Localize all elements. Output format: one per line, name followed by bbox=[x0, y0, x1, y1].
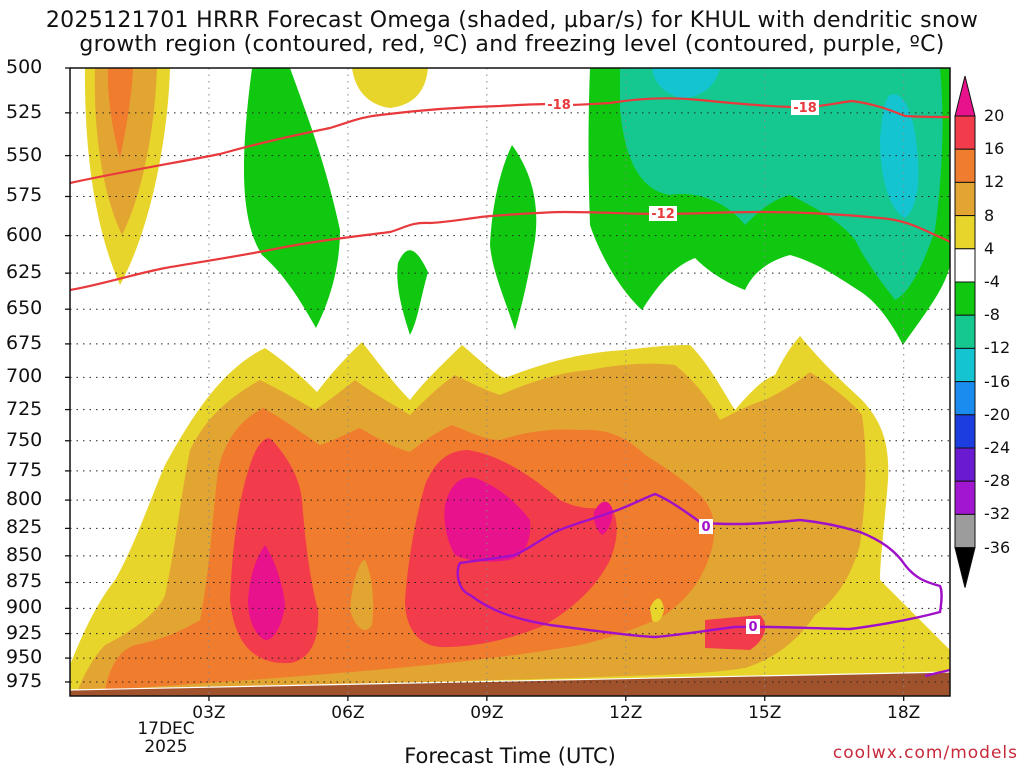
contour-label-freezing-b: 0 bbox=[748, 620, 757, 635]
colorbar-swatch bbox=[954, 314, 976, 349]
chart-title-line-1: 2025121701 HRRR Forecast Omega (shaded, … bbox=[45, 8, 979, 33]
contour-freezing-0 bbox=[456, 492, 950, 678]
omega-fill-cyan-right bbox=[880, 94, 919, 218]
y-tick-label: 525 bbox=[6, 100, 43, 123]
y-tick-label: 875 bbox=[6, 570, 43, 593]
colorbar-swatch bbox=[954, 447, 976, 482]
colorbar-label: 4 bbox=[984, 238, 995, 258]
colorbar-label: -24 bbox=[984, 438, 1011, 457]
colorbar-label: -8 bbox=[984, 305, 1000, 325]
y-tick-label: 825 bbox=[6, 516, 43, 539]
y-tick-label: 625 bbox=[6, 261, 43, 284]
contour-label-minus-12: -12 bbox=[651, 207, 675, 222]
colorbar-swatch bbox=[954, 181, 976, 217]
y-tick-label: 500 bbox=[6, 56, 43, 78]
x-tick-label: 06Z bbox=[331, 703, 365, 723]
y-tick-label: 675 bbox=[6, 331, 43, 354]
contour-minus-12 bbox=[70, 210, 950, 292]
colorbar-label: 20 bbox=[984, 106, 1005, 125]
omega-fill-teal-right bbox=[620, 68, 943, 300]
y-tick-label: 725 bbox=[6, 397, 43, 420]
colorbar-swatch bbox=[954, 148, 976, 183]
y-tick-label: 650 bbox=[6, 297, 43, 320]
omega-fill-top-yellow bbox=[352, 68, 428, 108]
colorbar-label: -4 bbox=[984, 272, 1000, 291]
y-tick-label: 575 bbox=[6, 184, 43, 207]
credit-link[interactable]: coolwx.com/models bbox=[832, 743, 1018, 763]
colorbar-swatch bbox=[954, 248, 976, 283]
chart-title-line-2: growth region (contoured, red, ºC) and f… bbox=[79, 32, 945, 57]
x-tick-label: 12Z bbox=[609, 703, 643, 723]
x-tick-label: 18Z bbox=[887, 703, 921, 723]
y-tick-label: 750 bbox=[6, 428, 43, 451]
colorbar-label: -32 bbox=[984, 504, 1011, 524]
colorbar-swatch bbox=[954, 115, 976, 150]
colorbar-swatch bbox=[954, 414, 976, 449]
colorbar-swatch bbox=[954, 281, 976, 316]
omega-fill-lower-speck bbox=[650, 598, 664, 622]
date-label-day: 17DEC bbox=[137, 719, 195, 739]
colorbar-swatch bbox=[954, 381, 976, 416]
colorbar-swatch bbox=[954, 547, 976, 588]
contour-label-minus-18-a: -18 bbox=[547, 98, 571, 113]
omega-fill-cyan-top bbox=[652, 68, 720, 98]
x-tick-label: 15Z bbox=[748, 703, 782, 723]
omega-fill-green-08z bbox=[397, 250, 428, 335]
y-tick-label: 600 bbox=[6, 223, 43, 246]
y-tick-label: 950 bbox=[6, 646, 43, 669]
omega-fill-upper-left-12 bbox=[107, 68, 133, 158]
axis-ticks bbox=[65, 67, 905, 701]
colorbar-swatch bbox=[954, 513, 976, 549]
y-tick-label: 900 bbox=[6, 596, 43, 619]
contour-label-minus-18-b: -18 bbox=[793, 101, 817, 116]
colorbar-label: -28 bbox=[984, 471, 1011, 491]
colorbar-swatch bbox=[954, 480, 976, 515]
y-tick-label: 925 bbox=[6, 621, 43, 644]
y-tick-label: 800 bbox=[6, 488, 43, 511]
colorbar-label: 12 bbox=[984, 172, 1005, 192]
ground-fill bbox=[70, 672, 950, 696]
y-tick-label: 700 bbox=[6, 365, 43, 388]
date-label-year: 2025 bbox=[144, 737, 188, 757]
x-axis-title: Forecast Time (UTC) bbox=[404, 744, 616, 768]
colorbar-label: -20 bbox=[984, 404, 1011, 424]
colorbar-label: -16 bbox=[984, 371, 1011, 391]
colorbar-swatch bbox=[954, 215, 976, 250]
omega-fill-lower-20-center bbox=[444, 477, 531, 562]
colorbar-label: 8 bbox=[984, 205, 995, 225]
y-tick-label: 550 bbox=[6, 143, 43, 166]
y-tick-label: 775 bbox=[6, 458, 43, 481]
omega-fill-lower-speck-2 bbox=[350, 560, 374, 630]
ground-edge bbox=[70, 671, 950, 691]
colorbar bbox=[954, 75, 976, 588]
colorbar-label: -12 bbox=[984, 338, 1011, 358]
colorbar-swatch bbox=[954, 347, 976, 383]
omega-fill-green-05z bbox=[243, 68, 340, 328]
y-tick-label: 975 bbox=[6, 669, 43, 692]
omega-fill-green-10z bbox=[490, 145, 537, 330]
omega-fill-lower-20-small bbox=[593, 501, 613, 535]
x-tick-label: 09Z bbox=[470, 703, 504, 723]
colorbar-label: 16 bbox=[984, 139, 1005, 159]
gridlines bbox=[70, 68, 950, 696]
contour-label-freezing-a: 0 bbox=[701, 520, 710, 535]
colorbar-swatch bbox=[954, 75, 976, 117]
omega-fill-lower-20-left bbox=[248, 545, 285, 640]
colorbar-label: -36 bbox=[984, 537, 1011, 557]
plot-frame bbox=[69, 67, 951, 697]
x-tick-label: 03Z bbox=[192, 703, 226, 723]
y-tick-label: 850 bbox=[6, 543, 43, 566]
